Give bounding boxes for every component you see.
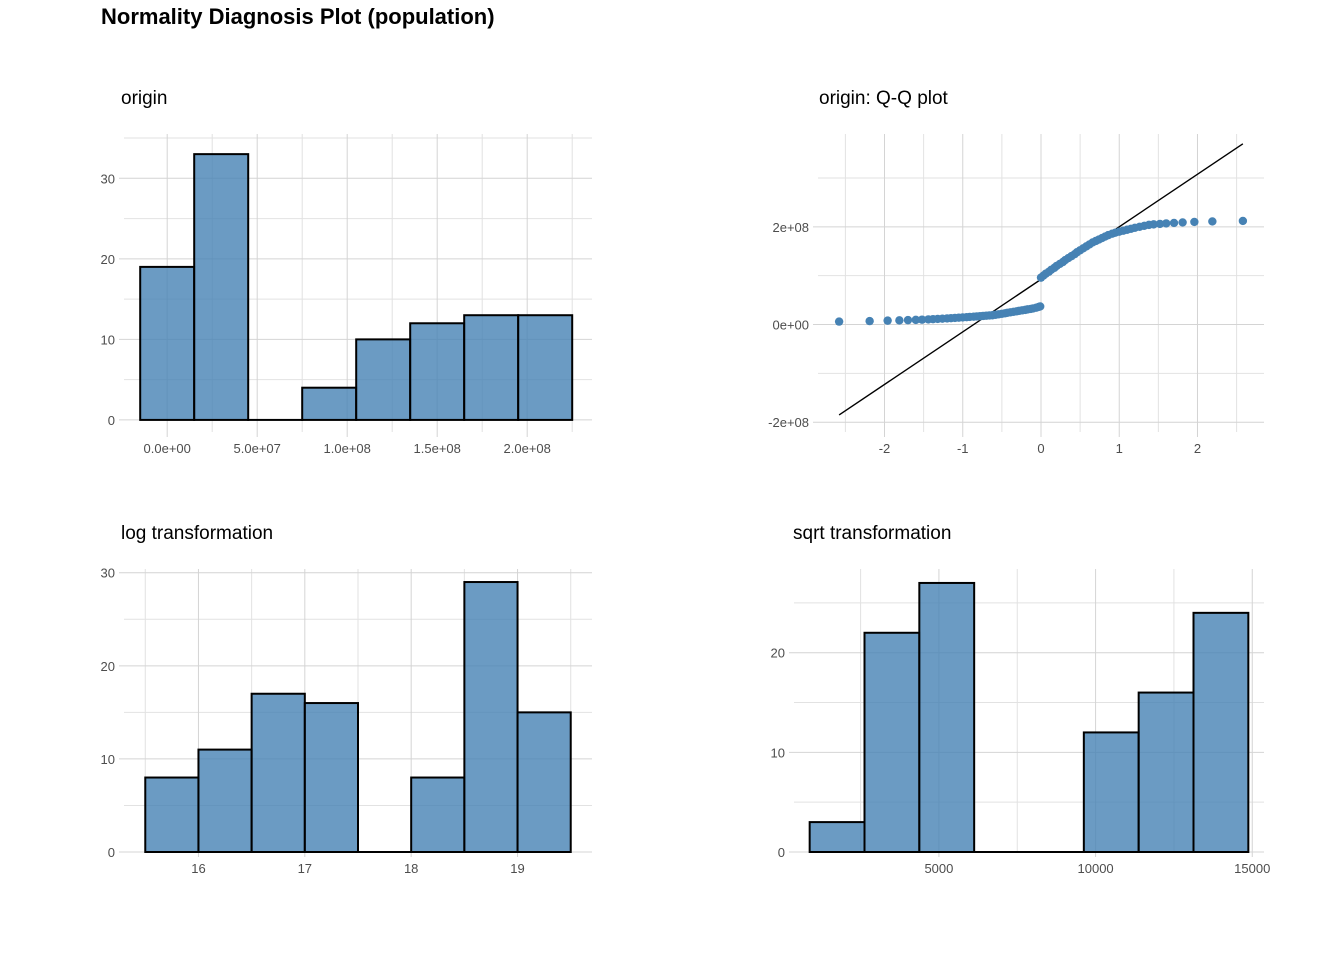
qq-point <box>895 316 904 325</box>
qq-point <box>1161 219 1171 228</box>
qq-x-tick-label: 2 <box>1194 441 1201 456</box>
origin-y-tick-label: 30 <box>101 171 115 186</box>
origin-x-tick-label: 2.0e+08 <box>504 441 551 456</box>
sqrt-x-tick-label: 15000 <box>1234 861 1270 876</box>
qq-point <box>911 315 921 325</box>
sqrt-y-tick-label: 0 <box>778 845 785 860</box>
qq-x-tick-label: -2 <box>879 441 891 456</box>
qq-point <box>1169 218 1179 228</box>
origin-y-tick-label: 0 <box>108 413 115 428</box>
log-y-tick-label: 0 <box>108 845 115 860</box>
log-bar <box>516 711 572 853</box>
log-bar <box>463 581 519 853</box>
log-y-tick-label: 30 <box>101 566 115 581</box>
log-y-tick-label: 20 <box>101 659 115 674</box>
qq-point <box>1036 302 1045 311</box>
origin-bar <box>517 314 574 421</box>
log-y-tick-label: 10 <box>101 752 115 767</box>
sqrt-bar <box>918 581 976 853</box>
sqrt-y-tick-label: 20 <box>771 646 785 661</box>
sqrt-bar <box>1192 611 1250 853</box>
sqrt-bar <box>808 821 866 853</box>
qq-y-tick-label: -2e+08 <box>768 415 809 430</box>
log-transformation-histogram: log transformation 16 17 18 19 0 10 20 30 <box>101 523 592 876</box>
log-bar <box>303 702 359 853</box>
origin-y-tick-label: 10 <box>101 332 115 347</box>
origin-bar <box>301 386 358 421</box>
origin-bar <box>463 314 520 421</box>
log-bar <box>144 776 200 853</box>
qq-point <box>1155 219 1165 229</box>
log-x-tick-label: 19 <box>510 861 524 876</box>
sqrt-bar <box>1082 731 1140 853</box>
sqrt-bar <box>1137 691 1195 853</box>
origin-x-tick-label: 1.0e+08 <box>324 441 371 456</box>
qq-plot: origin: Q-Q plot -2 -1 0 1 2 -2e+08 0e+00 2e+08 <box>768 88 1264 456</box>
qq-point <box>1238 216 1248 226</box>
origin-x-tick-label: 0.0e+00 <box>144 441 191 456</box>
qq-point <box>883 316 892 325</box>
sqrt-panel-title: sqrt transformation <box>793 523 951 544</box>
origin-x-tick-label: 1.5e+08 <box>414 441 461 456</box>
qq-y-tick-label: 2e+08 <box>772 220 809 235</box>
sqrt-bar <box>863 631 921 854</box>
log-x-tick-label: 18 <box>404 861 418 876</box>
origin-panel-title: origin <box>121 88 167 109</box>
qq-point <box>1190 217 1199 227</box>
qq-point <box>917 315 927 324</box>
qq-x-tick-label: 1 <box>1116 441 1123 456</box>
sqrt-x-tick-label: 5000 <box>924 861 953 876</box>
log-x-tick-label: 17 <box>298 861 312 876</box>
sqrt-y-tick-label: 10 <box>771 745 785 760</box>
origin-histogram: origin 0.0e+00 5.0e+07 1.0e+08 1.5e+08 2.0e+0… <box>101 88 592 456</box>
log-x-tick-label: 16 <box>191 861 205 876</box>
qq-point <box>865 316 874 326</box>
qq-point <box>1149 220 1158 229</box>
sqrt-x-tick-label: 10000 <box>1078 861 1114 876</box>
qq-panel-title: origin: Q-Q plot <box>819 88 949 109</box>
qq-point <box>1208 217 1217 226</box>
figure-title: Normality Diagnosis Plot (population) <box>101 4 495 29</box>
origin-x-tick-label: 5.0e+07 <box>234 441 281 456</box>
qq-y-tick-label: 0e+00 <box>772 318 809 333</box>
qq-point <box>834 317 844 326</box>
qq-x-tick-label: 0 <box>1037 441 1044 456</box>
log-bar <box>250 692 306 853</box>
origin-bar <box>139 265 196 421</box>
qq-point <box>903 315 913 325</box>
sqrt-transformation-histogram: sqrt transformation 5000 10000 15000 0 10 20 <box>771 523 1271 876</box>
origin-y-tick-label: 20 <box>101 252 115 267</box>
log-bar <box>197 748 253 853</box>
origin-bar <box>355 338 412 421</box>
log-bar <box>410 776 466 853</box>
origin-bar <box>193 153 250 421</box>
qq-x-tick-label: -1 <box>957 441 969 456</box>
log-panel-title: log transformation <box>121 523 273 544</box>
qq-point <box>1178 218 1187 227</box>
origin-bar <box>409 322 466 421</box>
